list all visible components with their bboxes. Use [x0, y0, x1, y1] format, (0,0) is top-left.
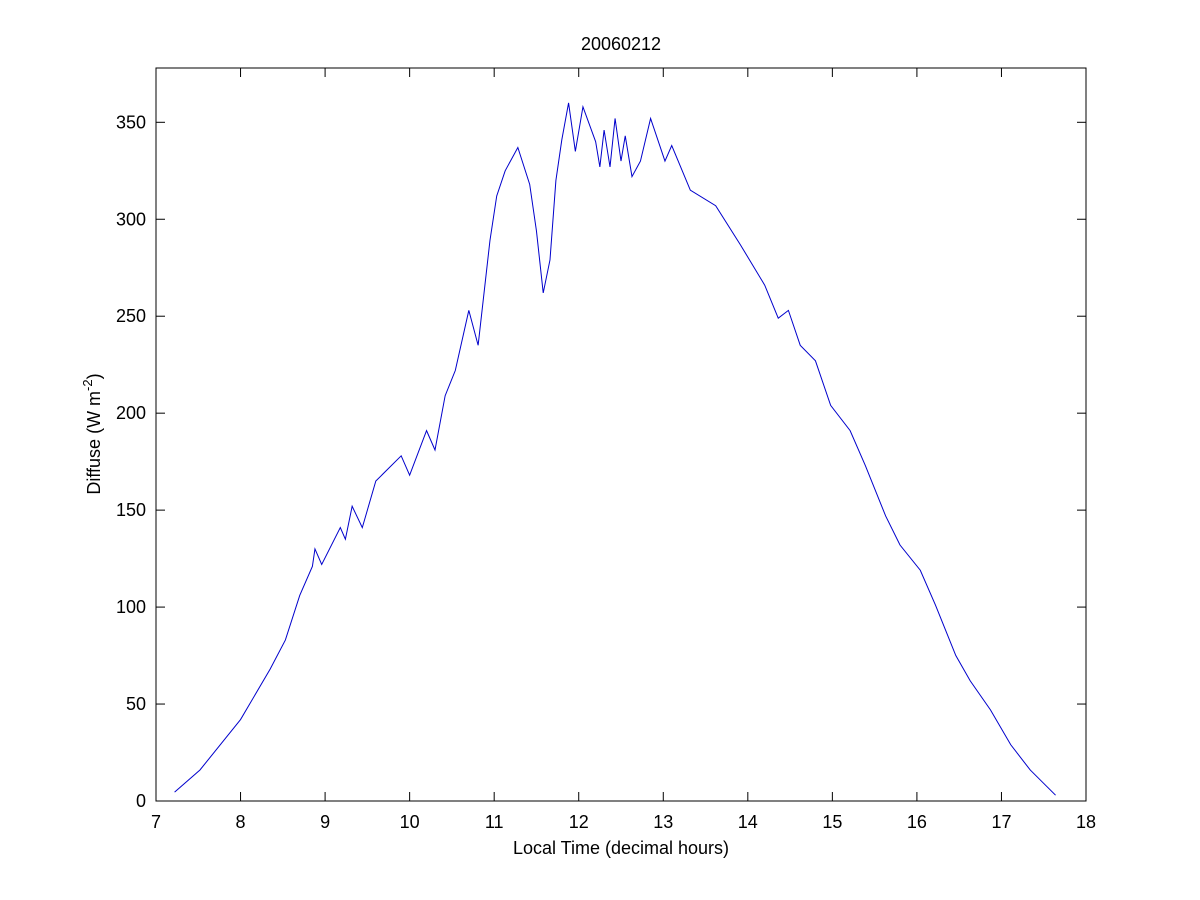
y-label-superscript: -2 [80, 379, 95, 391]
x-tick-label: 8 [236, 812, 246, 832]
x-tick-label: 10 [400, 812, 420, 832]
y-tick-label: 0 [136, 791, 146, 811]
y-tick-label: 150 [116, 500, 146, 520]
data-line [174, 102, 1056, 796]
x-tick-label: 9 [320, 812, 330, 832]
y-tick-label: 250 [116, 306, 146, 326]
y-tick-label: 300 [116, 209, 146, 229]
y-tick-label: 350 [116, 112, 146, 132]
x-tick-label: 17 [991, 812, 1011, 832]
y-tick-label: 200 [116, 403, 146, 423]
plot-frame [155, 67, 1087, 802]
x-tick-label: 15 [822, 812, 842, 832]
x-tick-label: 7 [151, 812, 161, 832]
x-tick-label: 13 [653, 812, 673, 832]
y-label-text: Diffuse (W m [84, 391, 104, 495]
x-tick-label: 16 [907, 812, 927, 832]
x-tick-label: 11 [485, 812, 504, 832]
y-axis-label: Diffuse (W m-2) [80, 373, 104, 494]
y-tick-label: 100 [116, 597, 146, 617]
x-axis-label: Local Time (decimal hours) [513, 838, 729, 858]
y-tick-label: 50 [126, 694, 146, 714]
y-label-close: ) [84, 373, 104, 379]
x-tick-label: 12 [569, 812, 589, 832]
chart-title: 20060212 [581, 34, 661, 54]
x-tick-label: 14 [738, 812, 758, 832]
x-tick-label: 18 [1076, 812, 1096, 832]
